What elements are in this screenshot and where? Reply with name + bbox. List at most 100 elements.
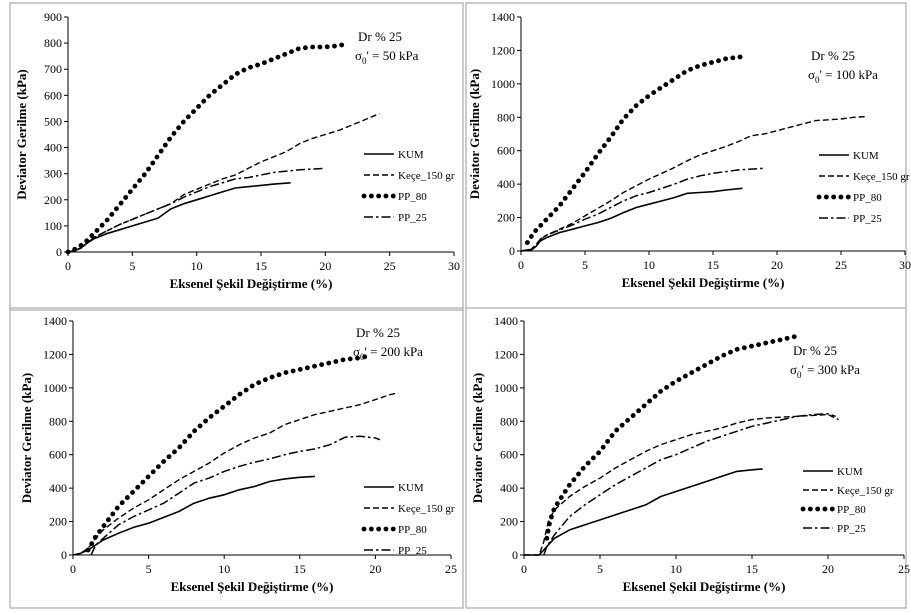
series-line-pp-25 [90,435,381,556]
annotation-density: Dr % 25 [356,325,400,340]
legend-label: KUM [853,150,879,162]
y-tick-label: 200 [49,515,67,529]
y-tick-label: 600 [500,448,518,462]
series-line-pp-80 [85,353,371,553]
series-line-kum [67,182,291,253]
y-tick-label: 0 [512,548,518,562]
annotation-sigma: σ [353,344,360,359]
y-tick-label: 600 [497,144,515,158]
x-tick-label: 20 [369,562,381,576]
series-line-ke-e-150-gr [72,392,399,556]
legend-label: Keçe_150 gr [398,503,455,515]
y-tick-label: 1400 [43,314,67,328]
series-line-kum [72,475,315,556]
legend-label: PP_25 [398,212,427,224]
y-tick-label: 700 [44,62,62,76]
y-tick-label: 300 [44,167,62,181]
y-tick-label: 800 [497,110,515,124]
legend-label: PP_80 [398,191,427,203]
x-tick-label: 25 [898,562,910,576]
series-line-pp-80 [544,333,800,541]
x-tick-label: 15 [746,562,758,576]
annotation-subscript: 0 [362,56,367,66]
y-tick-label: 800 [500,414,518,428]
chart-panel-3: 0 200 400 600 800 1000 1200 1400 0 5 10 15 20 25 Eksen… [9,307,464,609]
x-tick-label: 20 [319,259,331,273]
annotation-stress: σ0' = 100 kPa [808,67,878,85]
x-tick-label: 0 [518,258,524,272]
legend-label: PP_80 [837,504,866,516]
x-tick-label: 10 [191,259,203,273]
x-tick-label: 20 [771,258,783,272]
annotation-density: Dr % 25 [358,29,402,44]
legend-label: PP_80 [853,192,882,204]
legend-label: PP_25 [398,545,427,557]
annotation-value: ' = 50 kPa [367,48,419,63]
y-tick-label: 200 [497,211,515,225]
y-tick-label: 100 [44,219,62,233]
annotation-density: Dr % 25 [811,48,855,63]
annotation-stress: σ0' = 200 kPa [353,344,423,362]
y-tick-label: 1000 [491,77,515,91]
x-tick-label: 10 [643,258,655,272]
x-tick-label: 15 [707,258,719,272]
annotation-subscript: 0 [360,352,365,362]
y-tick-label: 400 [497,177,515,191]
x-tick-label: 5 [129,259,135,273]
y-tick-label: 1200 [43,347,67,361]
annotation-sigma: σ [790,362,797,377]
series-line-pp-80 [525,53,748,245]
x-tick-label: 20 [822,562,834,576]
x-axis-label: Eksenel Şekil Değiştirme (%) [170,276,333,291]
annotation-density: Dr % 25 [793,343,837,358]
x-tick-label: 15 [255,259,267,273]
y-tick-label: 800 [49,414,67,428]
annotation-stress: σ0' = 300 kPa [790,362,860,380]
y-tick-label: 1400 [494,314,518,328]
y-tick-label: 900 [44,10,62,24]
y-tick-label: 1000 [494,381,518,395]
x-tick-label: 30 [899,258,911,272]
y-tick-label: 400 [44,141,62,155]
legend-label: PP_25 [837,523,866,535]
x-tick-label: 25 [835,258,847,272]
x-axis-label: Eksenel Şekil Değiştirme (%) [171,579,334,594]
series-line-pp-25 [520,167,765,252]
annotation-subscript: 0 [797,370,802,380]
series-line-kum [524,468,763,556]
x-tick-label: 25 [445,562,457,576]
y-tick-label: 400 [500,481,518,495]
panel-border [9,2,464,311]
x-axis-label: Eksenel Şekil Değiştirme (%) [623,579,786,594]
y-tick-label: 1200 [491,43,515,57]
x-tick-label: 25 [384,259,396,273]
annotation-sigma: σ [808,67,815,82]
chart-panel-4: 0 200 400 600 800 1000 1200 1400 0 5 10 15 20 25 Eksen… [465,307,910,609]
y-tick-label: 0 [61,548,67,562]
legend-label: Keçe_150 gr [837,485,894,497]
x-tick-label: 10 [218,562,230,576]
x-axis-label: Eksenel Şekil Değiştirme (%) [622,275,785,290]
x-tick-label: 5 [146,562,152,576]
y-axis-label: Deviator Gerilme (kPa) [19,373,34,503]
y-tick-label: 0 [509,244,515,258]
y-tick-label: 1200 [494,347,518,361]
x-tick-label: 15 [294,562,306,576]
x-tick-label: 10 [670,562,682,576]
y-tick-label: 200 [500,515,518,529]
panel-border [9,307,464,609]
series-line-kum [520,187,743,252]
y-tick-label: 400 [49,481,67,495]
y-axis-label: Deviator Gerilme (kPa) [14,69,29,199]
annotation-sigma: σ [355,48,362,63]
annotation-value: ' = 200 kPa [365,344,424,359]
y-tick-label: 1000 [43,381,67,395]
x-tick-label: 30 [448,259,460,273]
legend-label: Keçe_150 gr [853,171,910,183]
series-line-ke-e-150-gr [67,112,380,253]
y-axis-label: Deviator Gerilme (kPa) [467,69,482,199]
annotation-stress: σ0' = 50 kPa [355,48,419,66]
legend-label: PP_25 [853,213,882,225]
